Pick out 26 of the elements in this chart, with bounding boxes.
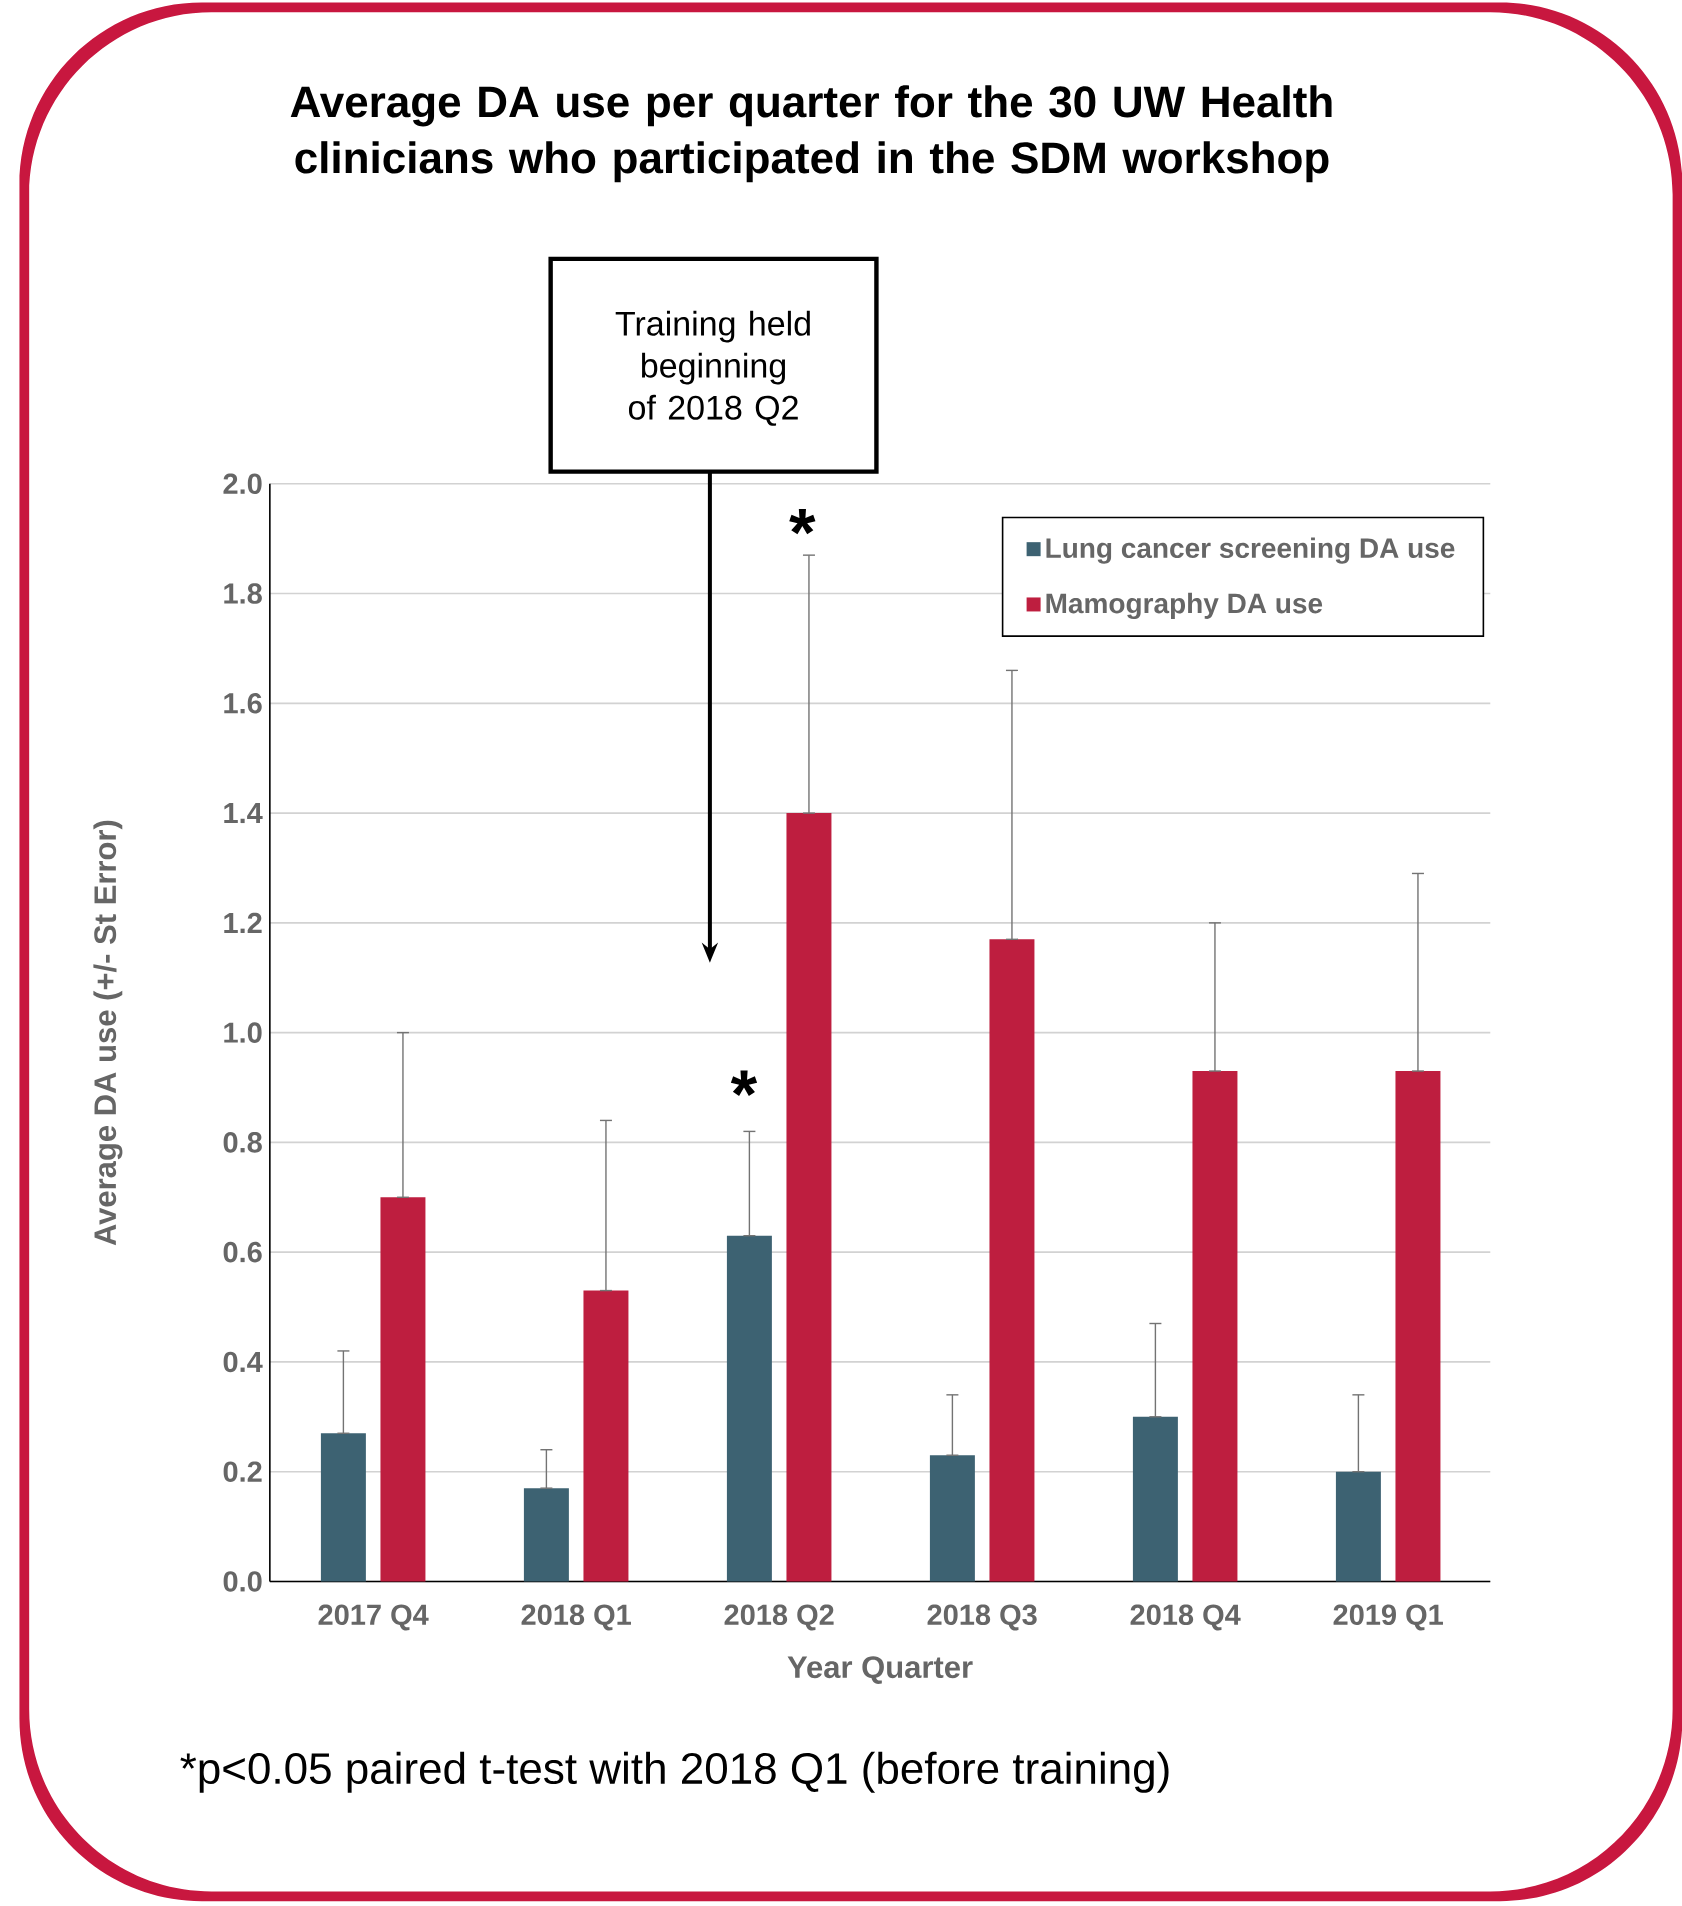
x-tick-label: 2018 Q1: [521, 1604, 631, 1631]
y-tick-label: 1.4: [224, 803, 263, 824]
x-tick-label: 2017 Q4: [318, 1604, 429, 1631]
x-tick-label: 2019 Q1: [1333, 1604, 1443, 1631]
y-axis-title: Average DA use (+/- St Error): [93, 820, 123, 1246]
legend-label: Mamography DA use: [1046, 592, 1322, 620]
x-tick-label: 2018 Q3: [927, 1604, 1037, 1631]
y-tick-label: 1.0: [224, 1022, 262, 1043]
chart-title: Average DA use per quarter for the 30 UW Health clinicians who participated in the SDM workshop: [290, 85, 1332, 183]
y-tick-label: 0.2: [223, 1461, 262, 1482]
y-tick-label: 1.2: [224, 912, 262, 933]
text: *p<0.05 paired t-test with 2018 Q1 (before training): [180, 1751, 1169, 1793]
x-axis-title: Year Quarter: [787, 1656, 973, 1684]
y-tick-label: 0.6: [223, 1241, 262, 1263]
y-tick-label: 0.0: [223, 1571, 262, 1592]
x-tick-label: 2018 Q2: [724, 1604, 834, 1631]
y-tick-label: 2.0: [223, 473, 262, 495]
x-tick-label: 2018 Q4: [1130, 1604, 1241, 1631]
annotation: *: [789, 509, 816, 535]
y-tick-label: 0.8: [223, 1132, 262, 1153]
y-tick-label: 0.4: [223, 1351, 263, 1373]
legend-label: Lung cancer screening DA use: [1046, 537, 1455, 564]
annotation: *: [730, 1070, 757, 1096]
y-tick-label: 1.6: [224, 693, 262, 714]
text: Training held beginning of 2018 Q2: [615, 310, 810, 426]
y-tick-label: 1.8: [224, 583, 262, 604]
